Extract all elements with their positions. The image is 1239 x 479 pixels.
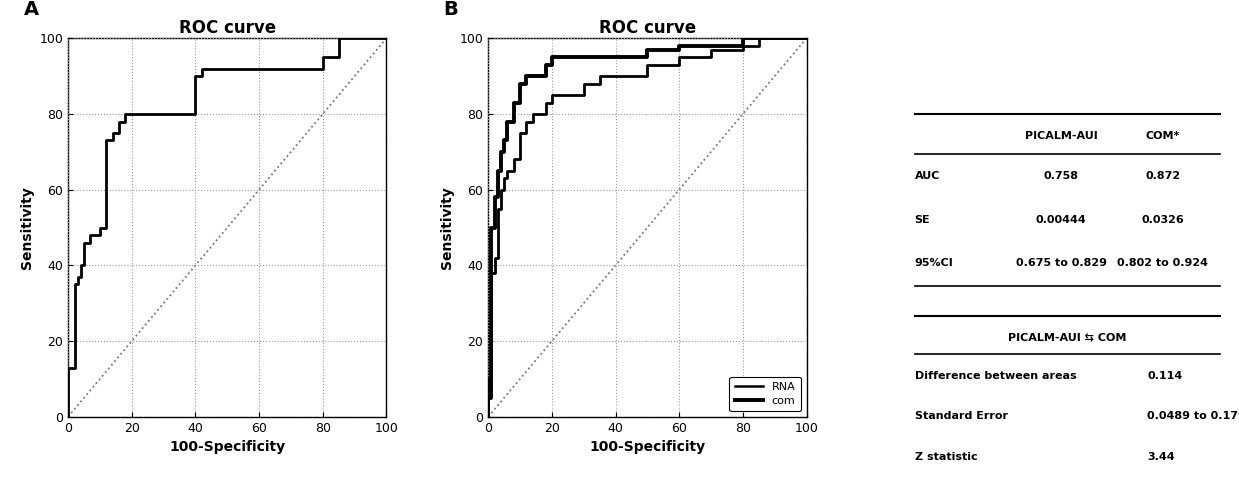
Text: B: B: [444, 0, 458, 20]
Text: 95%CI: 95%CI: [914, 258, 954, 268]
Text: 0.758: 0.758: [1043, 171, 1079, 182]
Text: 0.00444: 0.00444: [1036, 215, 1087, 225]
Title: ROC curve: ROC curve: [178, 19, 276, 37]
Text: Standard Error: Standard Error: [914, 411, 1007, 422]
Text: 3.44: 3.44: [1147, 452, 1175, 462]
Text: AUC: AUC: [914, 171, 940, 182]
Text: A: A: [24, 0, 38, 20]
Text: 0.802 to 0.924: 0.802 to 0.924: [1118, 258, 1208, 268]
Text: COM*: COM*: [1146, 131, 1180, 141]
Text: 0.872: 0.872: [1145, 171, 1181, 182]
Text: 0.675 to 0.829: 0.675 to 0.829: [1016, 258, 1106, 268]
Text: PICALM-AUI ⇆ COM: PICALM-AUI ⇆ COM: [1009, 332, 1126, 342]
X-axis label: 100-Specificity: 100-Specificity: [590, 440, 705, 454]
Text: 0.0326: 0.0326: [1141, 215, 1184, 225]
Text: SE: SE: [914, 215, 930, 225]
Text: PICALM-AUI: PICALM-AUI: [1025, 131, 1098, 141]
Y-axis label: Sensitivity: Sensitivity: [20, 186, 33, 269]
Title: ROC curve: ROC curve: [598, 19, 696, 37]
Text: Difference between areas: Difference between areas: [914, 371, 1077, 380]
X-axis label: 100-Specificity: 100-Specificity: [170, 440, 285, 454]
Legend: RNA, com: RNA, com: [730, 376, 800, 411]
Text: 0.0489 to 0.179: 0.0489 to 0.179: [1147, 411, 1239, 422]
Text: 0.114: 0.114: [1147, 371, 1182, 380]
Y-axis label: Sensitivity: Sensitivity: [440, 186, 453, 269]
Text: Z statistic: Z statistic: [914, 452, 978, 462]
